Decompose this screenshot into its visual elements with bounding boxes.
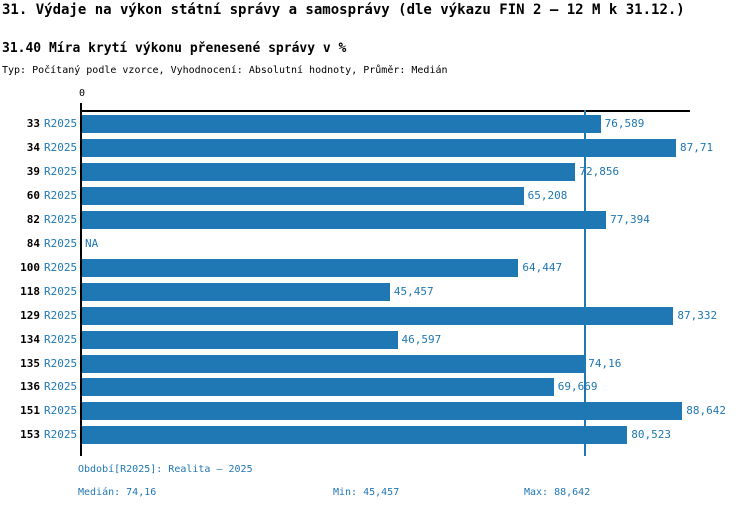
row-index-label: 100 [20,260,40,274]
bar[interactable] [82,306,674,325]
bar[interactable] [82,258,519,277]
bar[interactable] [82,354,585,373]
row-index-label: 135 [20,356,40,370]
bar[interactable] [82,210,607,229]
x-axis-line [81,110,690,112]
legend-period: Období[R2025]: Realita – 2025 [78,464,253,475]
bar-row[interactable]: 33 R2025 76,589 [0,112,750,136]
row-period-label: R2025 [44,284,78,298]
bar-value-label: 76,589 [604,117,645,130]
bar-row[interactable]: 118 R2025 45,457 [0,280,750,304]
row-period-label: R2025 [44,380,78,394]
bar-row[interactable]: 84 R2025 NA [0,232,750,256]
bar-value-label: 77,394 [610,212,650,226]
bar[interactable] [82,186,524,205]
bar-value-label: 72,856 [579,164,620,178]
row-period-label: R2025 [44,332,78,346]
stat-median: Medián: 74,16 [78,487,157,498]
row-period-label: R2025 [44,212,78,226]
row-index-label: 136 [20,380,40,394]
bar-value-label: 65,208 [527,188,568,202]
row-index-label: 129 [20,308,40,322]
bar-na-label: NA [85,236,99,250]
row-period-label: R2025 [44,356,78,370]
row-period-label: R2025 [44,188,78,202]
row-index-label: 34 [26,140,40,154]
bar-value-label: 87,71 [679,140,714,154]
row-index-label: 134 [20,332,40,346]
bar[interactable] [82,402,683,421]
row-index-label: 60 [26,188,40,202]
bar-row[interactable]: 39 R2025 72,856 [0,160,750,184]
row-index-label: 153 [20,428,40,442]
bar-value-label: 69,669 [557,380,598,394]
bar-row[interactable]: 60 R2025 65,208 [0,184,750,208]
row-index-label: 82 [26,212,40,226]
stat-max: Max: 88,642 [524,487,591,498]
bar-row[interactable]: 136 R2025 69,669 [0,375,750,399]
bar-row[interactable]: 34 R2025 87,71 [0,136,750,160]
bar-row[interactable]: 100 R2025 64,447 [0,256,750,280]
row-index-label: 118 [20,284,40,298]
bar-row[interactable]: 82 R2025 77,394 [0,208,750,232]
bar-row[interactable]: 134 R2025 46,597 [0,328,750,352]
bar-row[interactable]: 135 R2025 74,16 [0,352,750,376]
row-period-label: R2025 [44,236,78,250]
bar-row[interactable]: 129 R2025 87,332 [0,304,750,328]
bar-value-label: 46,597 [401,332,442,346]
bar[interactable] [82,330,398,349]
bar[interactable] [82,162,576,181]
bar-value-label: 80,523 [631,428,672,442]
bar-value-label: 64,447 [522,260,563,274]
row-index-label: 33 [26,117,40,130]
chart-title: 31. Výdaje na výkon státní správy a samo… [2,2,685,18]
y-axis-line [80,110,82,456]
bar[interactable] [82,138,676,157]
row-index-label: 39 [26,164,40,178]
bar[interactable] [82,115,601,133]
row-period-label: R2025 [44,428,78,442]
bar[interactable] [82,378,554,397]
chart-meta-line: Typ: Počítaný podle vzorce, Vyhodnocení:… [2,65,448,76]
stat-min: Min: 45,457 [333,487,400,498]
row-period-label: R2025 [44,260,78,274]
bar[interactable] [82,426,628,445]
bar-value-label: 88,642 [686,404,727,418]
x-axis-tick-0 [80,103,82,111]
x-axis-tick-label-0: 0 [78,88,86,99]
row-period-label: R2025 [44,308,78,322]
row-period-label: R2025 [44,117,78,130]
bar-value-label: 45,457 [393,284,434,298]
bar-value-label: 74,16 [588,356,622,370]
bar-row[interactable]: 153 R2025 80,523 [0,423,750,447]
median-reference-line [584,110,587,456]
chart-subtitle: 31.40 Míra krytí výkonu přenesené správy… [2,41,347,56]
row-period-label: R2025 [44,164,78,178]
bar-row[interactable]: 151 R2025 88,642 [0,399,750,423]
row-index-label: 151 [20,404,40,418]
row-period-label: R2025 [44,404,78,418]
row-index-label: 84 [26,236,40,250]
bar[interactable] [82,282,390,301]
row-period-label: R2025 [44,140,78,154]
bar-value-label: 87,332 [677,308,718,322]
